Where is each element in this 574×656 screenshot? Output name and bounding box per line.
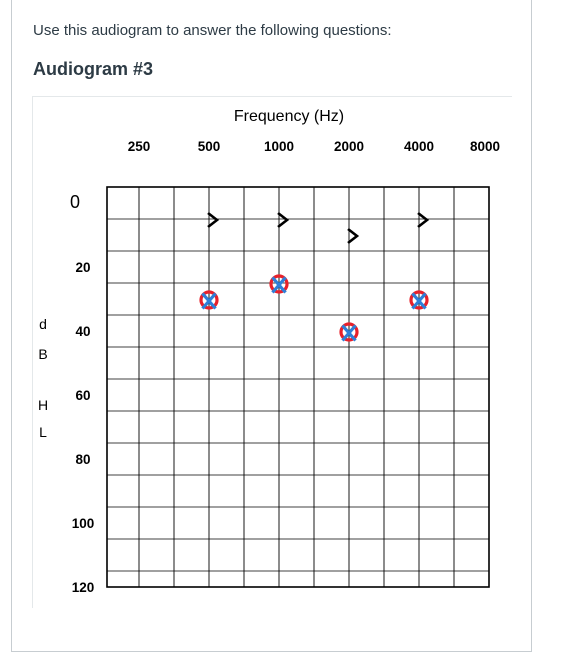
x-stroke [341, 324, 357, 342]
bone-conduction-mark [347, 227, 360, 245]
question-intro: Use this audiogram to answer the followi… [33, 22, 392, 39]
y-tick-label: 0 [70, 192, 80, 212]
x-tick-label: 4000 [404, 139, 434, 154]
y-tick-labels: 0 20 40 60 80 100 120 [70, 192, 94, 595]
o-right-ear-mark [409, 290, 429, 310]
x-stroke [271, 276, 287, 294]
y-axis-label-letter: d [39, 316, 47, 332]
y-axis-label-letter: B [38, 346, 47, 362]
x-left-ear-mark [201, 292, 217, 310]
x-tick-label: 500 [198, 139, 221, 154]
x-tick-label: 8000 [470, 139, 500, 154]
bone-conduction-mark [417, 211, 430, 229]
y-axis-label: dB HL [38, 316, 48, 440]
bone-conduction-mark [277, 211, 290, 229]
y-tick-label: 40 [75, 324, 90, 339]
o-right-ear-mark [339, 322, 359, 342]
y-axis-label-letter: H [38, 397, 48, 413]
grid-border [106, 186, 490, 588]
audiogram-title: Audiogram #3 [33, 59, 154, 79]
x-stroke [201, 292, 217, 310]
x-tick-label: 1000 [264, 139, 294, 154]
x-tick-labels: 250 500 1000 2000 4000 8000 [128, 139, 500, 154]
x-tick-label: 2000 [334, 139, 364, 154]
chart-grid [106, 186, 490, 588]
x-left-ear-mark [271, 276, 287, 294]
y-axis-label-letter: L [39, 424, 47, 440]
content-card [11, 0, 532, 652]
bone-conduction-mark [207, 211, 220, 229]
x-left-ear-mark [341, 324, 357, 342]
y-tick-label: 120 [72, 580, 95, 595]
x-stroke [411, 292, 427, 310]
x-left-ear-mark [411, 292, 427, 310]
y-tick-label: 20 [75, 260, 90, 275]
x-tick-label: 250 [128, 139, 151, 154]
data-marks [199, 211, 430, 342]
o-right-ear-mark [199, 290, 219, 310]
x-axis-label: Frequency (Hz) [234, 108, 344, 125]
y-tick-label: 100 [72, 516, 95, 531]
y-tick-label: 60 [75, 388, 90, 403]
o-right-ear-mark [269, 274, 289, 294]
y-tick-label: 80 [75, 452, 90, 467]
